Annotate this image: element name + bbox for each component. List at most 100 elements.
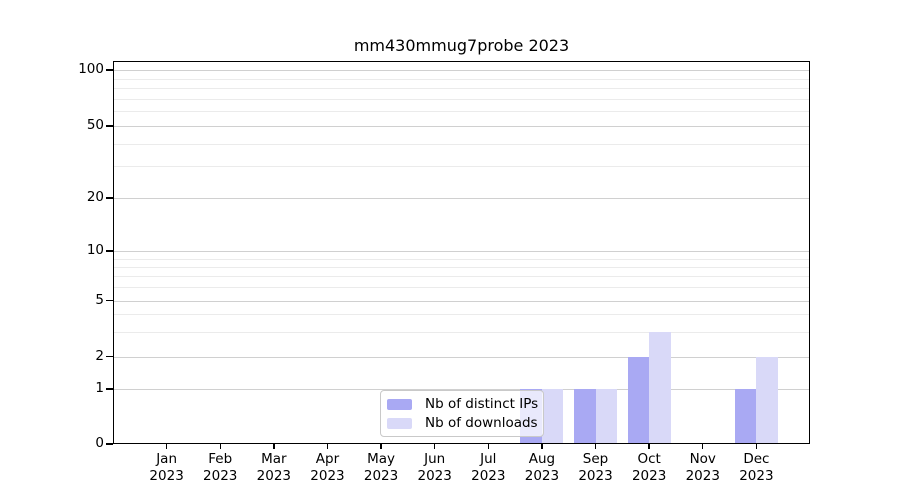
y-axis-tick-label: 10 <box>86 242 104 259</box>
y-axis-tick-label: 5 <box>95 291 104 308</box>
gridline-minor <box>113 314 810 316</box>
x-label-year: 2023 <box>310 468 345 484</box>
legend-swatch-downloads <box>387 417 412 429</box>
bar-downloads-dec <box>756 356 778 444</box>
x-label-year: 2023 <box>631 468 667 484</box>
chart-title: mm430mmug7probe 2023 <box>353 36 570 55</box>
y-axis-tick <box>106 299 113 302</box>
gridline-major <box>113 198 810 199</box>
plot-area: Nb of distinct IPs Nb of downloads <box>113 61 810 444</box>
x-axis-tick <box>219 444 221 449</box>
bar-downloads-aug <box>541 389 564 444</box>
x-label-month: May <box>367 451 396 467</box>
x-label-year: 2023 <box>524 468 560 484</box>
x-label-year: 2023 <box>149 468 184 484</box>
legend-item-downloads: Nb of downloads <box>387 414 543 431</box>
y-axis-tick <box>106 125 113 127</box>
x-axis-tick <box>541 444 543 449</box>
x-label-month: Oct <box>637 451 661 467</box>
x-axis-tick-label: Apr 2023 <box>287 451 367 485</box>
x-label-year: 2023 <box>578 468 613 484</box>
x-axis-tick <box>380 444 382 449</box>
y-axis-tick <box>106 250 113 252</box>
legend-swatch-distinct-ips <box>387 398 412 410</box>
gridline-minor <box>113 258 810 260</box>
x-label-month: Dec <box>743 451 770 467</box>
x-axis-tick <box>165 444 168 449</box>
gridline-minor <box>113 331 810 333</box>
legend-item-distinct-ips: Nb of distinct IPs <box>387 395 543 412</box>
y-axis-tick-label: 100 <box>78 61 104 78</box>
x-label-year: 2023 <box>471 468 506 484</box>
gridline-minor <box>113 287 810 289</box>
x-axis-tick-label: Nov 2023 <box>663 451 743 485</box>
x-label-month: Sep <box>582 451 609 467</box>
x-label-year: 2023 <box>739 468 774 484</box>
gridline-minor <box>113 166 810 168</box>
bar-distinct-ips-dec <box>734 389 757 444</box>
x-axis-tick <box>594 444 597 449</box>
x-axis-tick-label: Sep 2023 <box>556 451 636 485</box>
legend-label-downloads: Nb of downloads <box>425 414 538 431</box>
legend: Nb of distinct IPs Nb of downloads <box>380 390 544 437</box>
x-label-month: Jun <box>424 451 446 467</box>
x-axis-tick-label: Jul 2023 <box>448 451 528 485</box>
gridline-minor <box>113 98 810 100</box>
x-axis-tick-label: Dec 2023 <box>716 451 796 485</box>
x-axis-tick <box>433 444 436 449</box>
y-axis-tick-label: 0 <box>95 435 104 452</box>
gridline-major <box>113 126 810 127</box>
legend-label-distinct-ips: Nb of distinct IPs <box>425 395 539 412</box>
x-label-year: 2023 <box>256 468 292 484</box>
x-label-month: Mar <box>261 451 287 467</box>
y-axis-tick <box>106 443 113 445</box>
y-axis-tick <box>106 197 113 199</box>
x-axis-tick-label: Jan 2023 <box>127 451 207 485</box>
x-label-year: 2023 <box>685 468 720 484</box>
gridline-minor <box>113 88 810 90</box>
gridline-major <box>113 389 810 390</box>
y-axis-tick <box>106 388 113 390</box>
gridline-minor <box>113 111 810 113</box>
x-label-month: Jan <box>156 451 178 467</box>
x-label-month: Jul <box>480 451 497 467</box>
x-axis-tick <box>273 444 275 449</box>
x-axis-tick-label: Aug 2023 <box>502 451 582 485</box>
y-axis-tick-label: 2 <box>95 347 104 364</box>
x-label-month: Apr <box>315 451 340 467</box>
x-label-year: 2023 <box>417 468 452 484</box>
y-axis-tick-label: 1 <box>95 380 104 397</box>
gridline-minor <box>113 78 810 80</box>
bar-distinct-ips-sep <box>574 389 596 444</box>
x-label-year: 2023 <box>203 468 238 484</box>
y-axis-tick-label: 50 <box>86 117 104 134</box>
gridline-major <box>113 70 810 71</box>
gridline-minor <box>113 143 810 145</box>
x-axis-tick-label: May 2023 <box>341 451 421 485</box>
gridline-major <box>113 251 810 252</box>
y-axis-tick-label: 20 <box>86 189 104 206</box>
x-label-month: Nov <box>689 451 716 467</box>
x-axis-tick <box>326 444 329 449</box>
x-axis-tick-label: Mar 2023 <box>234 451 314 485</box>
bar-distinct-ips-oct <box>627 356 650 444</box>
gridline-minor <box>113 276 810 278</box>
x-axis-tick <box>755 444 758 449</box>
x-label-month: Feb <box>208 451 233 467</box>
x-axis-tick-label: Feb 2023 <box>180 451 260 485</box>
x-label-month: Aug <box>528 451 556 467</box>
gridline-major <box>113 300 810 302</box>
bar-downloads-oct <box>649 331 671 444</box>
gridline-minor <box>113 266 810 268</box>
x-axis-tick <box>487 444 489 449</box>
x-axis-tick-label: Jun 2023 <box>395 451 475 485</box>
bar-downloads-sep <box>595 389 618 444</box>
y-axis-tick <box>106 355 113 358</box>
x-axis-tick-label: Oct 2023 <box>609 451 689 485</box>
y-axis-tick <box>106 69 113 71</box>
gridline-major <box>113 356 810 358</box>
x-label-year: 2023 <box>363 468 399 484</box>
x-axis-tick <box>648 444 650 449</box>
x-axis-tick <box>702 444 704 449</box>
